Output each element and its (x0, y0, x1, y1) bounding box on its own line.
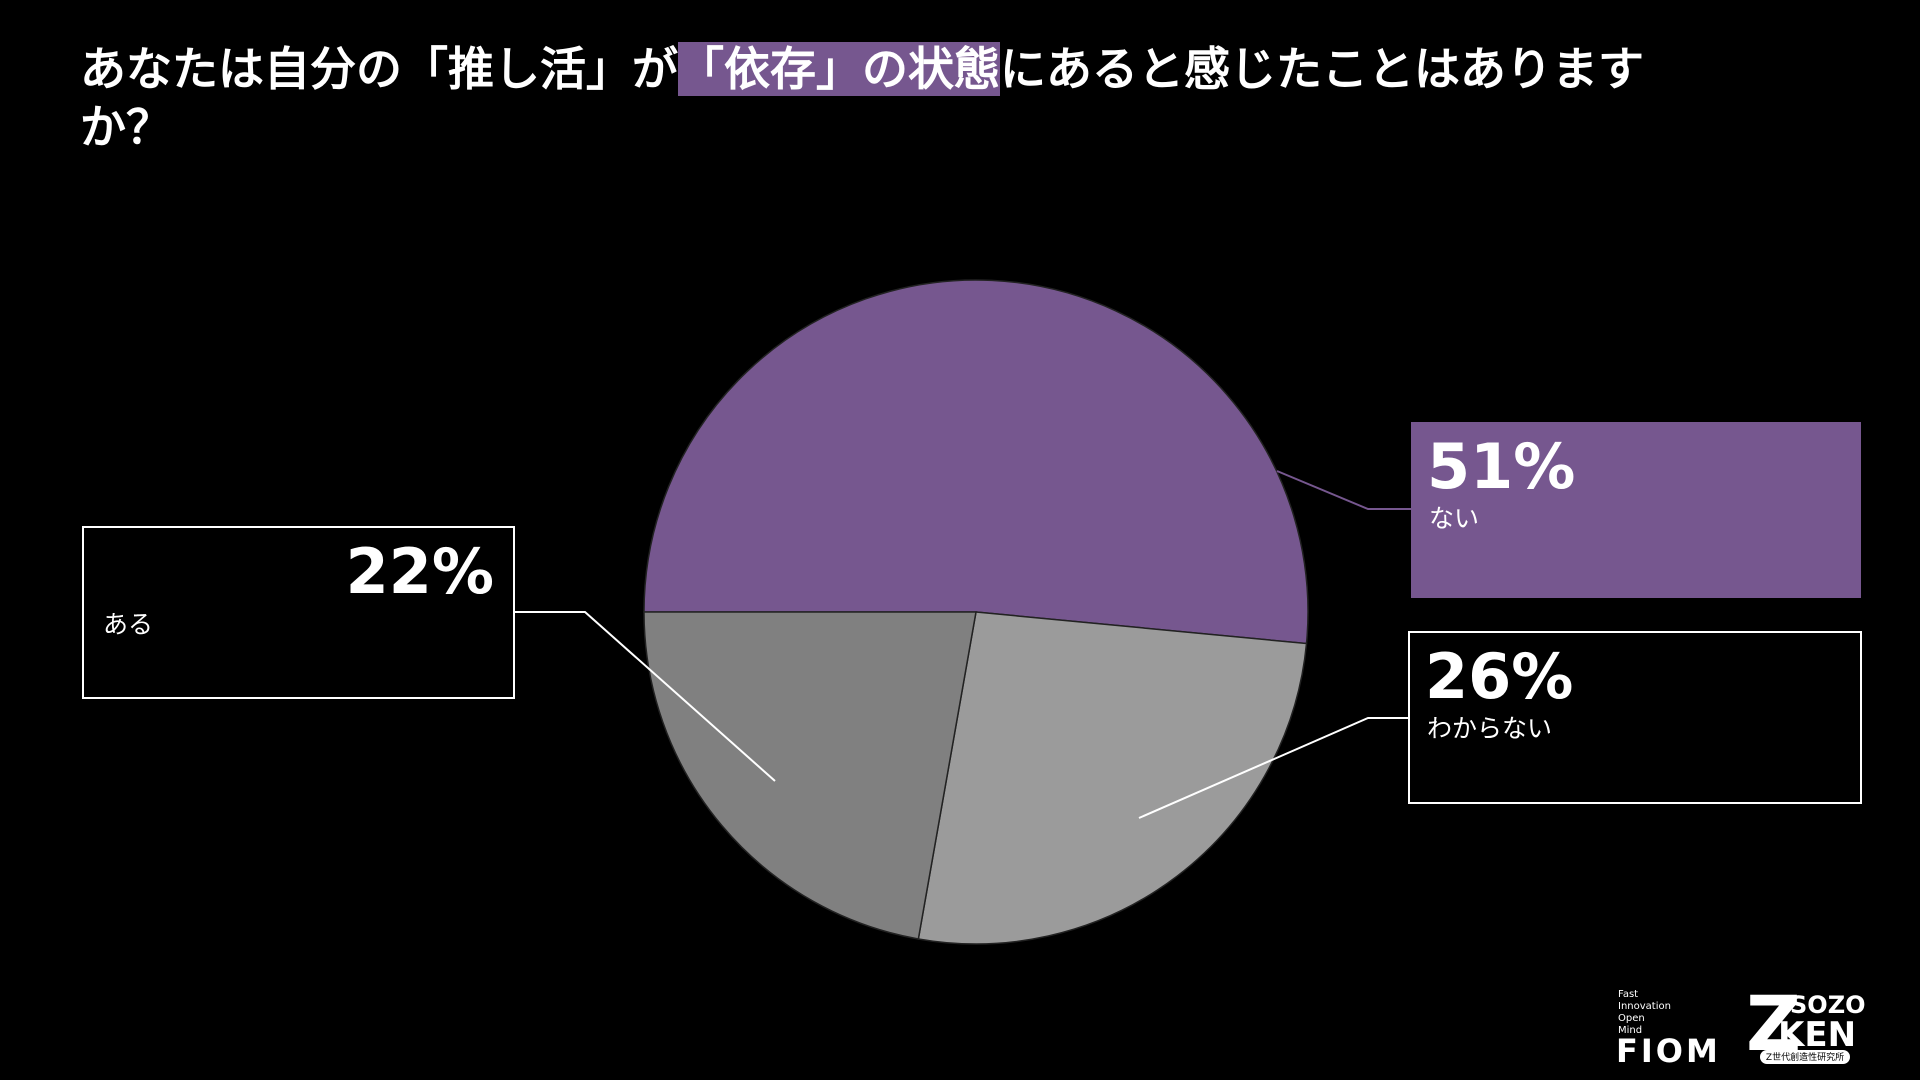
logo-tagline: Fast (1618, 989, 1638, 1000)
title-part: あなたは自分の「推し活」が (80, 42, 678, 96)
logo-tagline: Innovation (1618, 1001, 1671, 1012)
logo-badge (1760, 1050, 1850, 1064)
value-label: 51% (1427, 430, 1575, 503)
logo-ken: KEN (1778, 1015, 1856, 1055)
logo-tagline: Open (1618, 1013, 1645, 1024)
category-label: わからない (1427, 714, 1552, 743)
pie-slice (917, 611, 1308, 945)
category-label: ない (1429, 504, 1479, 533)
label-box (1411, 422, 1861, 598)
pie-slice (643, 279, 1309, 645)
chart-title: あなたは自分の「推し活」が「依存」の状態にあると感じたことはありますか？ (80, 40, 1730, 156)
leader-line (1276, 470, 1411, 510)
fiom-logo: Fast Innovation Open Mind FIOM (1616, 989, 1721, 1070)
title-highlight: 「依存」の状態 (678, 42, 1000, 96)
logo-sozo: SOZO (1790, 991, 1866, 1019)
pie-slice (643, 611, 977, 940)
value-label: 26% (1425, 640, 1573, 713)
leader-line (1138, 717, 1409, 819)
logo-fiom: FIOM (1616, 1032, 1721, 1070)
category-label: ある (103, 610, 153, 639)
logo-sub: Z世代創造性研究所 (1766, 1051, 1844, 1063)
leader-line (514, 611, 776, 782)
logo-tagline: Mind (1618, 1025, 1642, 1036)
title-part: にあると感じたことはありますか？ (80, 42, 1644, 154)
value-label: 22% (346, 535, 494, 608)
sozoken-logo: Z SOZO KEN Z世代創造性研究所 (1746, 979, 1866, 1068)
